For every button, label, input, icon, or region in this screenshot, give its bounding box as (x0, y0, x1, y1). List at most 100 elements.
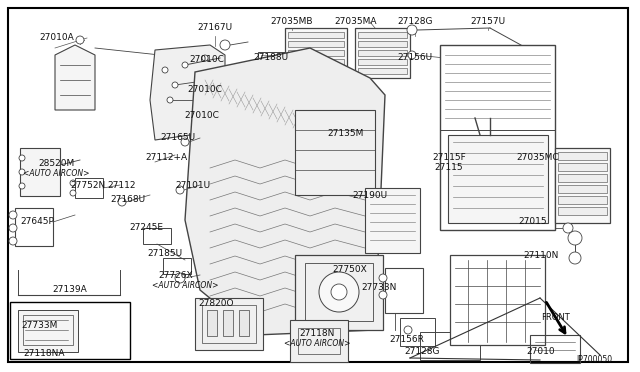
Bar (75, 178, 103, 198)
Text: 27112: 27112 (108, 180, 136, 189)
Bar (223, 310, 233, 336)
Text: 27115: 27115 (435, 164, 463, 173)
Text: 27010: 27010 (527, 347, 556, 356)
Bar (555, 148, 610, 223)
Text: 27110N: 27110N (524, 250, 559, 260)
Circle shape (407, 25, 417, 35)
Text: IP700050: IP700050 (576, 356, 612, 365)
Bar (358, 59, 407, 65)
Bar (207, 310, 217, 336)
Text: 27010A: 27010A (40, 33, 74, 42)
Text: FRONT: FRONT (541, 314, 570, 323)
Bar (358, 50, 407, 56)
Circle shape (182, 62, 188, 68)
Bar (400, 318, 435, 346)
Text: 27645P: 27645P (20, 218, 54, 227)
Bar (261, 55, 283, 67)
Circle shape (70, 190, 76, 196)
Circle shape (181, 138, 189, 146)
Circle shape (9, 211, 17, 219)
Circle shape (9, 224, 17, 232)
Text: <AUTO AIRCON>: <AUTO AIRCON> (284, 339, 350, 347)
Bar (385, 268, 423, 313)
Bar (20, 148, 60, 196)
Bar (530, 335, 580, 363)
Text: 27010C: 27010C (184, 110, 220, 119)
Bar (558, 152, 607, 160)
Bar (290, 320, 348, 362)
Text: 27112+A: 27112+A (145, 154, 187, 163)
Text: 27156R: 27156R (390, 336, 424, 344)
Circle shape (569, 252, 581, 264)
Text: 27752N: 27752N (70, 180, 106, 189)
Bar (288, 32, 344, 38)
Text: 27035MC: 27035MC (516, 153, 559, 161)
Bar (440, 45, 555, 230)
Polygon shape (185, 48, 385, 335)
Circle shape (175, 273, 185, 283)
Circle shape (563, 223, 573, 233)
Bar (143, 228, 171, 244)
Text: 27733M: 27733M (22, 321, 58, 330)
Bar (358, 32, 407, 38)
Bar (358, 68, 407, 74)
Circle shape (162, 67, 168, 73)
Bar (558, 174, 607, 182)
Circle shape (19, 155, 25, 161)
Circle shape (176, 186, 184, 194)
Circle shape (70, 180, 76, 186)
Bar (355, 28, 410, 78)
Bar (202, 305, 256, 343)
Text: <AUTO AIRCON>: <AUTO AIRCON> (23, 169, 89, 177)
Bar (558, 196, 607, 204)
Text: 27128G: 27128G (397, 17, 433, 26)
Bar (295, 255, 383, 330)
Circle shape (220, 40, 230, 50)
Text: 27726X: 27726X (159, 270, 193, 279)
Circle shape (118, 198, 126, 206)
Bar (358, 41, 407, 47)
Circle shape (379, 274, 387, 282)
Bar (295, 110, 375, 195)
Text: 27118NA: 27118NA (23, 349, 65, 357)
Text: 27750X: 27750X (333, 266, 367, 275)
Circle shape (379, 291, 387, 299)
Text: 28520M: 28520M (38, 158, 74, 167)
Bar (10, 302, 130, 359)
Text: 27010C: 27010C (188, 86, 223, 94)
Text: 27167U: 27167U (197, 23, 232, 32)
Text: 27188U: 27188U (253, 52, 289, 61)
Bar (23, 315, 73, 345)
Text: 27035MB: 27035MB (271, 17, 313, 26)
Bar (18, 310, 78, 352)
Bar (285, 28, 347, 78)
Bar (448, 135, 548, 223)
Circle shape (76, 36, 84, 44)
Bar (288, 41, 344, 47)
Text: 27015: 27015 (518, 218, 547, 227)
Bar (163, 258, 191, 274)
Circle shape (9, 237, 17, 245)
Circle shape (202, 55, 208, 61)
Text: 27118N: 27118N (300, 328, 335, 337)
Circle shape (19, 169, 25, 175)
Bar (365, 188, 420, 253)
Text: 27820O: 27820O (198, 298, 234, 308)
Circle shape (172, 82, 178, 88)
Bar (450, 255, 545, 345)
Text: 27010C: 27010C (189, 55, 225, 64)
Bar (558, 185, 607, 193)
Text: 27157U: 27157U (470, 17, 506, 26)
Text: 27139A: 27139A (52, 285, 88, 295)
Circle shape (408, 51, 416, 59)
Bar (298, 328, 340, 354)
Circle shape (319, 272, 359, 312)
Circle shape (167, 97, 173, 103)
Circle shape (331, 284, 347, 300)
Text: 27168U: 27168U (111, 196, 145, 205)
Bar (420, 332, 480, 360)
Text: 27190U: 27190U (353, 190, 388, 199)
Bar (288, 59, 344, 65)
Circle shape (19, 183, 25, 189)
Circle shape (568, 231, 582, 245)
